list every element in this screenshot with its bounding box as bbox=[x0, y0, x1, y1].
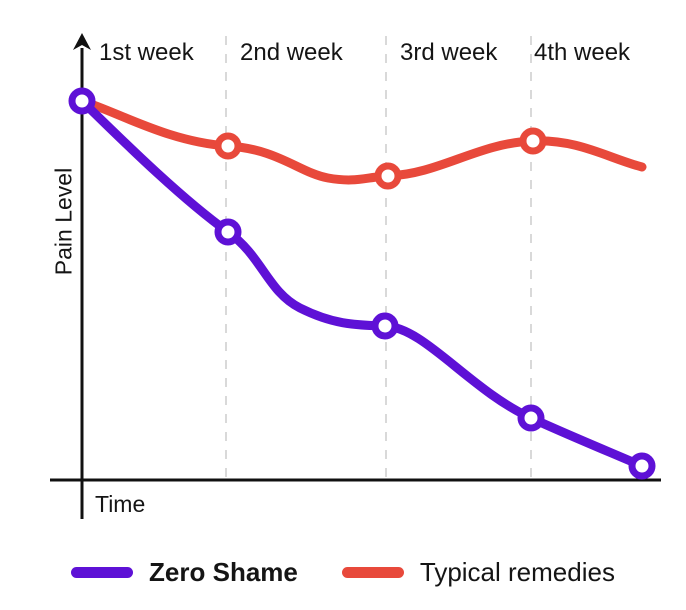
data-point-marker bbox=[214, 132, 242, 160]
line-chart-svg bbox=[50, 33, 661, 519]
legend-swatch-icon bbox=[341, 567, 404, 578]
data-point-marker bbox=[519, 127, 547, 155]
series-markers-zero-shame bbox=[214, 218, 656, 480]
series-line-zero-shame bbox=[77, 96, 647, 471]
data-point-marker bbox=[371, 312, 399, 340]
legend-item-zero-shame[interactable]: Zero Shame bbox=[71, 557, 298, 588]
legend-label: Typical remedies bbox=[419, 557, 615, 587]
data-point-marker bbox=[517, 404, 545, 432]
gridlines bbox=[225, 36, 532, 478]
y-axis-arrow-icon bbox=[73, 33, 91, 50]
x-tick-label-week-1: 1st week bbox=[99, 39, 194, 66]
series-markers-typical-remedies bbox=[214, 127, 547, 190]
legend-swatch-icon bbox=[71, 567, 134, 578]
x-tick-label-week-2: 2nd week bbox=[240, 39, 343, 66]
x-tick-label-week-4: 4th week bbox=[534, 39, 631, 66]
chart-plot-area: 1st week 2nd week 3rd week 4th week Pain… bbox=[50, 33, 661, 519]
chart-legend: Zero Shame Typical remedies bbox=[0, 535, 686, 610]
y-axis-title: Pain Level bbox=[50, 167, 77, 276]
legend-label: Zero Shame bbox=[149, 557, 298, 587]
data-point-marker bbox=[374, 162, 402, 190]
y-axis bbox=[73, 33, 91, 519]
data-point-marker bbox=[214, 218, 242, 246]
x-axis-title: Time bbox=[95, 491, 146, 517]
legend-item-typical-remedies[interactable]: Typical remedies bbox=[341, 557, 615, 588]
data-point-marker-origin bbox=[68, 87, 96, 115]
series-line-typical-remedies bbox=[77, 96, 647, 185]
x-tick-label-week-3: 3rd week bbox=[400, 39, 498, 66]
data-point-marker bbox=[628, 452, 656, 480]
